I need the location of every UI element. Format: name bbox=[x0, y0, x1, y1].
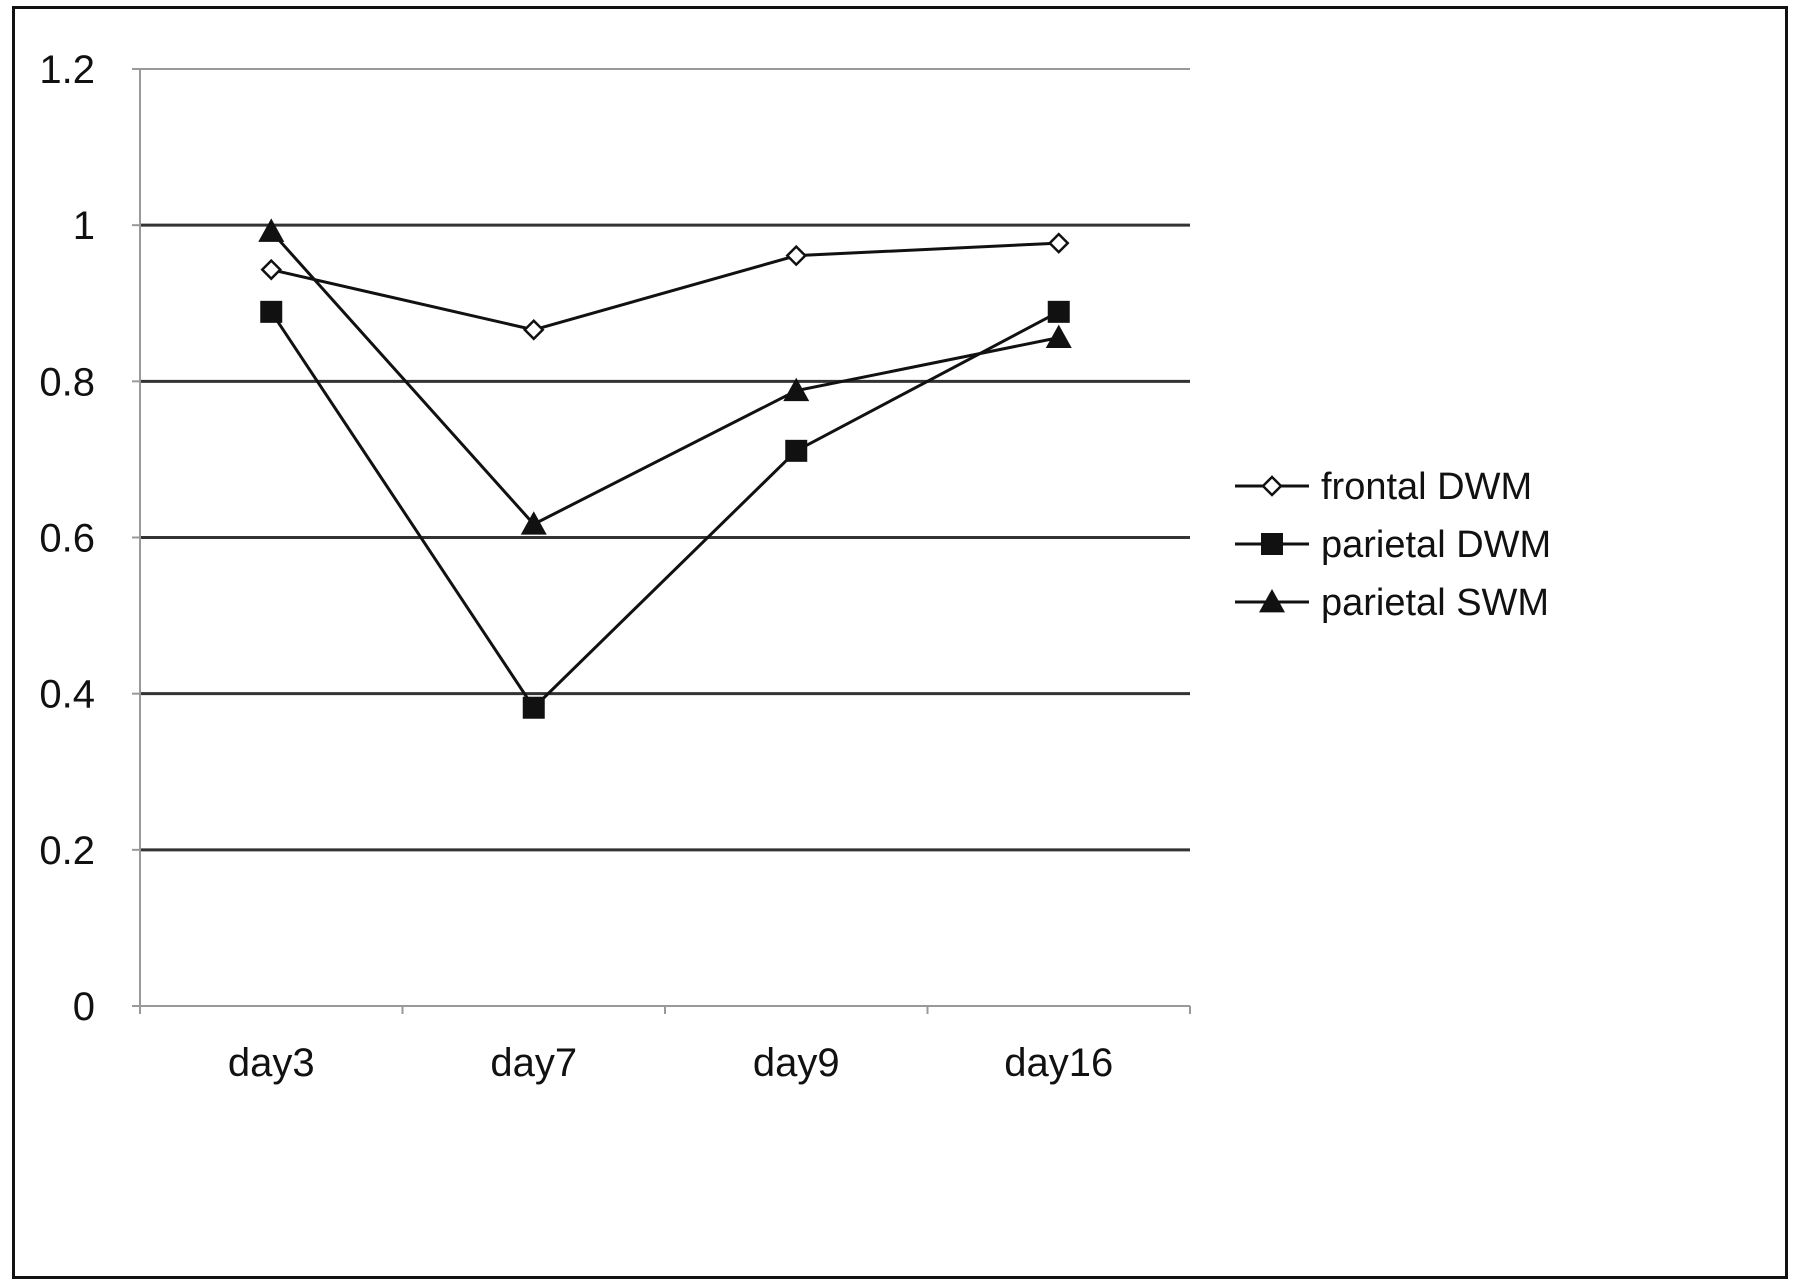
x-tick-label: day7 bbox=[490, 1041, 577, 1085]
legend-item-parietal-dwm: parietal DWM bbox=[1235, 524, 1551, 566]
legend-marker bbox=[1261, 533, 1283, 555]
data-point bbox=[785, 439, 808, 462]
data-point bbox=[522, 319, 545, 341]
x-tick-label: day3 bbox=[228, 1041, 315, 1085]
series-parietal-dwm bbox=[260, 300, 1070, 719]
series-line bbox=[269, 310, 1060, 711]
x-tick-label: day16 bbox=[1004, 1041, 1113, 1085]
legend-marker bbox=[1259, 589, 1285, 613]
x-tick-labels: day3 day7 day9 day16 bbox=[228, 1041, 1113, 1085]
legend-marker bbox=[1261, 475, 1283, 497]
legend-label: parietal DWM bbox=[1321, 524, 1551, 566]
y-tick-label: 0.2 bbox=[39, 829, 95, 873]
data-point bbox=[783, 377, 810, 402]
data-point bbox=[1047, 300, 1070, 323]
data-point bbox=[522, 696, 545, 719]
data-point bbox=[260, 258, 283, 281]
data-point bbox=[520, 511, 547, 535]
data-point bbox=[785, 244, 808, 267]
series-line bbox=[270, 241, 1059, 332]
legend-label: frontal DWM bbox=[1321, 466, 1532, 508]
y-tick-labels: 0 0.2 0.4 0.6 0.8 1 1.2 bbox=[39, 48, 95, 1029]
data-point bbox=[258, 218, 285, 242]
legend: frontal DWM parietal DWM parietal SWM bbox=[1235, 466, 1551, 624]
y-tick-label: 0.4 bbox=[39, 673, 95, 717]
data-point bbox=[260, 300, 283, 323]
data-point bbox=[1045, 324, 1072, 349]
gridlines bbox=[140, 68, 1190, 852]
series-line bbox=[270, 230, 1060, 527]
y-tick-label: 0.6 bbox=[39, 517, 95, 561]
x-tick-label: day9 bbox=[753, 1041, 840, 1085]
y-tick-label: 0.8 bbox=[39, 360, 95, 404]
y-tick-label: 0 bbox=[73, 985, 95, 1029]
line-chart: 0 0.2 0.4 0.6 0.8 1 1.2 day3 day7 day9 day16 fron… bbox=[39, 48, 1551, 1085]
y-tick-label: 1.2 bbox=[39, 48, 95, 92]
series-parietal-swm bbox=[258, 218, 1072, 535]
chart-frame: 0 0.2 0.4 0.6 0.8 1 1.2 day3 day7 day9 day16 fron… bbox=[12, 6, 1788, 1279]
legend-label: parietal SWM bbox=[1321, 582, 1549, 624]
series-group bbox=[258, 218, 1072, 719]
axes bbox=[132, 68, 1191, 1014]
legend-item-frontal-dwm: frontal DWM bbox=[1235, 466, 1532, 508]
legend-item-parietal-swm: parietal SWM bbox=[1235, 582, 1549, 624]
y-tick-label: 1 bbox=[73, 204, 95, 248]
data-point bbox=[1047, 232, 1070, 254]
series-frontal-dwm bbox=[260, 232, 1070, 341]
